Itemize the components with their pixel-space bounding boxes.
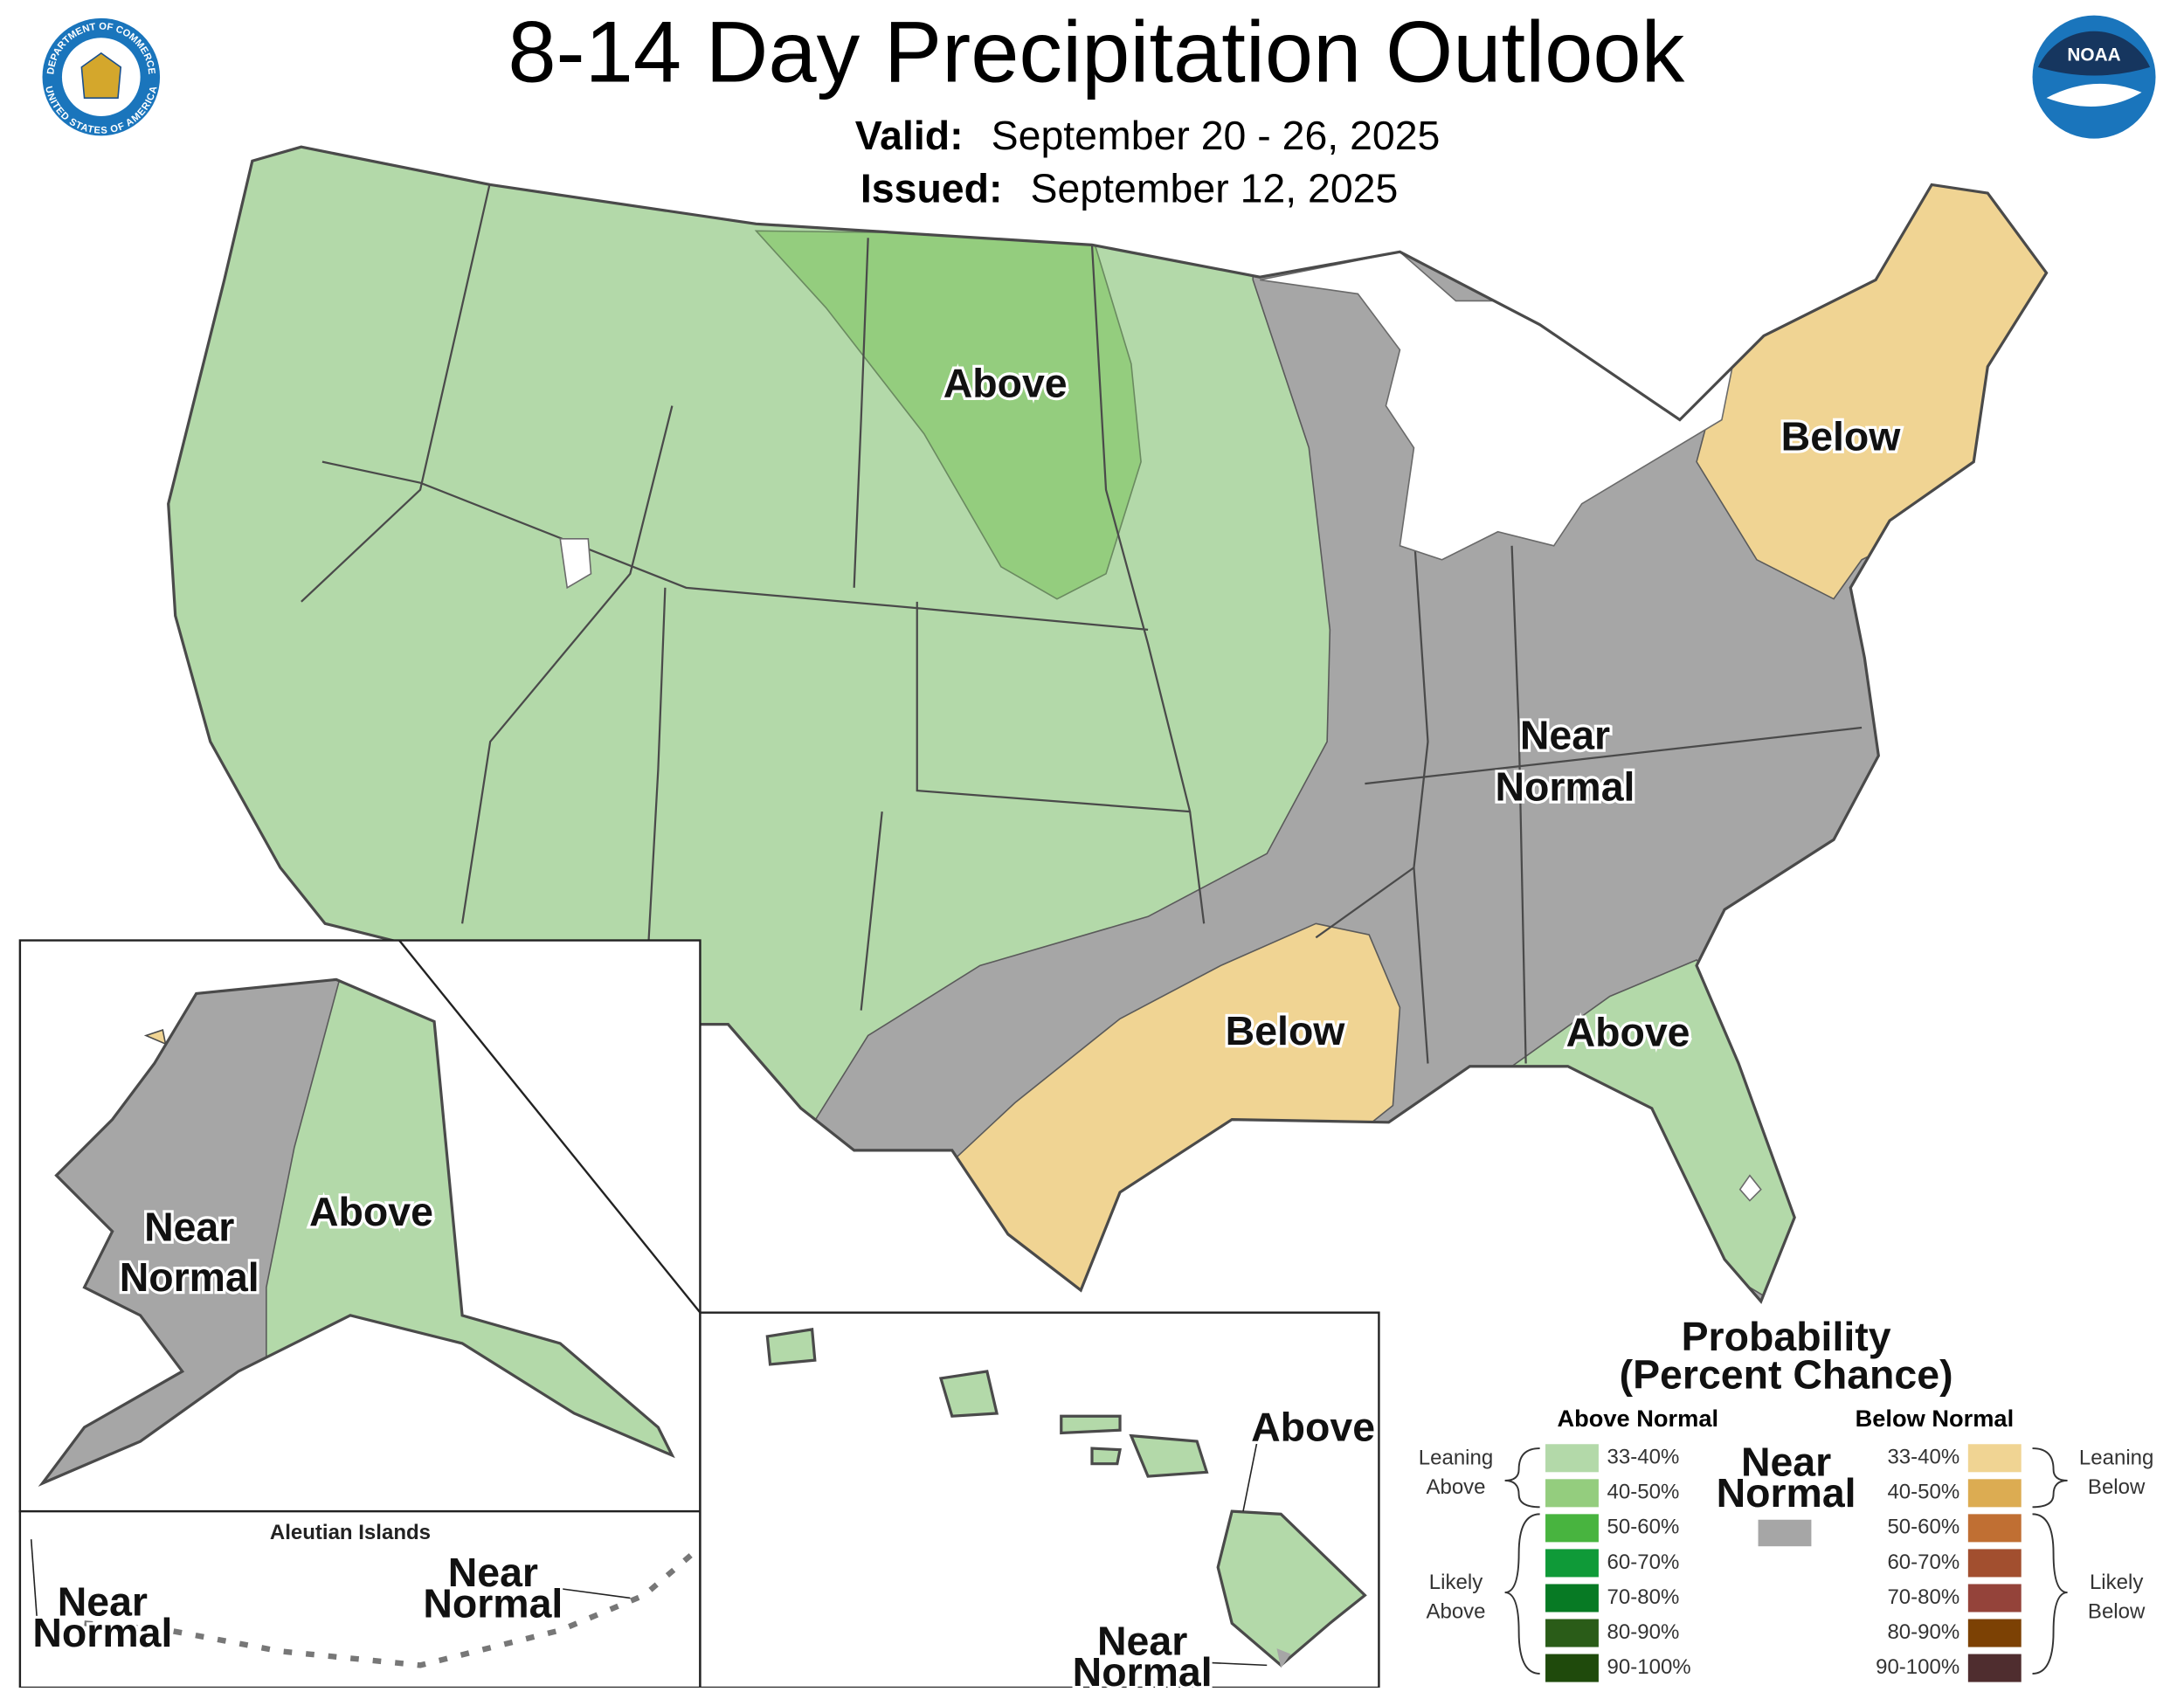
region-label: Normal xyxy=(423,1580,563,1626)
region-label: Normal xyxy=(1495,764,1635,810)
issued-label: Issued: xyxy=(860,166,1003,211)
legend-item-label: 50-60% xyxy=(1607,1516,1680,1539)
region-label: Normal xyxy=(1073,1649,1213,1688)
inset-title: Aleutian Islands xyxy=(270,1521,431,1544)
legend-swatch xyxy=(1967,1444,2022,1473)
legend-item-label: 40-50% xyxy=(1887,1481,1959,1504)
legend-item-label: 70-80% xyxy=(1887,1585,1959,1609)
legend-title: (Percent Chance) xyxy=(1620,1351,1953,1397)
noaa-text: NOAA xyxy=(2067,45,2120,66)
legend-title: Probability xyxy=(1682,1314,1891,1359)
legend-item-label: 90-100% xyxy=(1607,1655,1691,1679)
legend-item-label: 80-90% xyxy=(1887,1620,1959,1644)
legend-item-label: 60-70% xyxy=(1887,1550,1959,1574)
legend-swatch xyxy=(1545,1479,1599,1508)
legend-swatch xyxy=(1967,1514,2022,1543)
valid-label: Valid: xyxy=(855,113,964,158)
legend-brace xyxy=(1504,1447,2068,1675)
legend-item-label: 80-90% xyxy=(1607,1620,1680,1644)
region-label: Normal xyxy=(120,1254,259,1300)
legend-swatch xyxy=(1967,1549,2022,1578)
region-label: Near xyxy=(448,1550,538,1595)
issued-date: September 12, 2025 xyxy=(1031,166,1399,211)
region-label: Above xyxy=(309,1189,433,1234)
region-label: Near xyxy=(1097,1619,1187,1664)
legend-item-label: 33-40% xyxy=(1607,1446,1680,1469)
region-label: Below xyxy=(1226,1008,1346,1053)
legend-near-label: Normal xyxy=(1717,1470,1856,1516)
region-label: Above xyxy=(1566,1010,1690,1055)
aleutians-inset xyxy=(18,1509,702,1689)
doc-seal: DEPARTMENT OF COMMERCE UNITED STATES OF … xyxy=(42,17,161,136)
legend-item-label: 70-80% xyxy=(1607,1585,1680,1609)
region-label: Normal xyxy=(32,1610,172,1655)
title: 8-14 Day Precipitation Outlook xyxy=(508,4,1684,101)
legend-swatch xyxy=(1545,1619,1599,1647)
legend-header: Below Normal xyxy=(1856,1405,2015,1432)
region-label: Above xyxy=(1251,1404,1375,1449)
legend-swatch xyxy=(1758,1519,1812,1547)
legend-swatch xyxy=(1967,1479,2022,1508)
region-label: Near xyxy=(144,1204,234,1249)
legend-swatch xyxy=(1545,1654,1599,1682)
legend-group-label: Below xyxy=(2088,1600,2146,1624)
region-label: Near xyxy=(58,1579,148,1625)
legend-swatch xyxy=(1967,1619,2022,1647)
region-label: Below xyxy=(1781,413,1902,459)
legend-group-label: Leaning xyxy=(2079,1446,2153,1469)
legend-group-label: Below xyxy=(2088,1475,2146,1499)
legend-header: Above Normal xyxy=(1558,1405,1719,1432)
region-label: Above xyxy=(943,360,1068,405)
legend-swatch xyxy=(1545,1444,1599,1473)
legend-group-label: Above xyxy=(1426,1475,1485,1499)
legend-group-label: Above xyxy=(1426,1600,1485,1624)
alaska-inset xyxy=(18,939,702,1513)
legend-swatch xyxy=(1545,1549,1599,1578)
legend-near-label: Near xyxy=(1741,1440,1831,1485)
legend-swatch xyxy=(1545,1584,1599,1613)
legend-swatch xyxy=(1967,1584,2022,1613)
legend-item-label: 33-40% xyxy=(1887,1446,1959,1469)
valid-dates: September 20 - 26, 2025 xyxy=(992,113,1441,158)
legend-item-label: 40-50% xyxy=(1607,1481,1680,1504)
legend-group-label: Leaning xyxy=(1419,1446,1493,1469)
legend-item-label: 90-100% xyxy=(1876,1655,1959,1679)
region-label: Near xyxy=(1520,712,1610,757)
legend-group-label: Likely xyxy=(2090,1571,2143,1594)
legend-swatch xyxy=(1967,1654,2022,1682)
legend-item-label: 60-70% xyxy=(1607,1550,1680,1574)
hawaii-inset xyxy=(699,1311,1380,1689)
legend-item-label: 50-60% xyxy=(1887,1516,1959,1539)
legend-swatch xyxy=(1545,1514,1599,1543)
legend-group-label: Likely xyxy=(1429,1571,1482,1594)
noaa-logo: NOAA xyxy=(2032,15,2156,139)
